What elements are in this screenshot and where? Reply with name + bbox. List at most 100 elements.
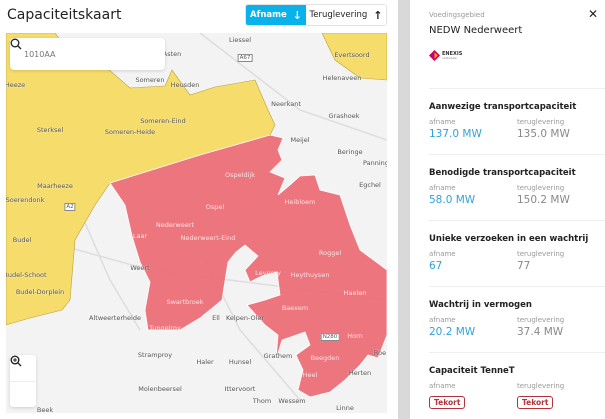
map-place-label: Ospel — [205, 203, 225, 211]
map-place-label: Beegden — [310, 354, 340, 362]
section-title: Benodigde transportcapaciteit — [429, 168, 576, 178]
map-place-label: Molenbeersel — [138, 385, 182, 393]
zoom-out-button[interactable] — [10, 355, 36, 407]
teruglevering-value: 37.4 MW — [517, 326, 564, 338]
map-place-label: Kelpen-Oler — [225, 314, 265, 322]
map-canvas — [6, 33, 387, 401]
metric-section: Aanwezige transportcapaciteit afname 137… — [429, 88, 605, 140]
map-place-label: Nederweert-Eind — [180, 234, 236, 242]
panel-divider — [398, 0, 410, 419]
map-place-label: Heeze — [6, 81, 26, 89]
zoom-controls — [10, 355, 36, 407]
afname-label: afname — [429, 184, 456, 192]
map-place-label: Heel — [302, 371, 318, 379]
afname-label: afname — [429, 250, 456, 258]
map-place-label: Helenaveen — [322, 74, 362, 82]
teruglevering-value: 135.0 MW — [517, 128, 570, 140]
map-place-label: Someren-Heide — [104, 128, 156, 136]
map-place-label: Haelen — [343, 289, 367, 297]
enexis-logo: ENEXIS netbeheer — [429, 50, 462, 61]
map-place-label: Ell — [212, 314, 220, 322]
red-area-nederweert[interactable] — [109, 134, 387, 398]
map-place-label: Grashoek — [328, 112, 360, 120]
teruglevering-label: teruglevering — [517, 118, 565, 126]
details-panel: Voedingsgebied NEDW Nederweert ✕ ENEXIS n… — [410, 0, 605, 419]
afname-value: 137.0 MW — [429, 128, 482, 140]
map-place-label: Linne — [336, 404, 354, 412]
map-place-label: A67 — [237, 54, 253, 62]
map-place-label: Horn — [347, 332, 363, 340]
map-place-label: A2 — [64, 203, 76, 211]
metric-section: Wachtrij in vermogen afname 20.2 MW teru… — [429, 286, 605, 338]
map-place-label: Grathem — [263, 352, 293, 360]
map-place-label: Panningen — [362, 159, 387, 167]
map-place-label: Swartbroek — [166, 298, 204, 306]
map-place-label: Wessem — [278, 397, 306, 405]
section-title: Wachtrij in vermogen — [429, 300, 532, 310]
map-place-label: Neerkant — [271, 100, 301, 108]
map-place-label: Weert — [130, 264, 150, 272]
map-place-label: Heibloem — [284, 198, 316, 206]
panel-label: Voedingsgebied — [429, 11, 485, 19]
yellow-area-west[interactable] — [6, 33, 276, 326]
zoom-out-icon — [10, 355, 22, 367]
map-place-label: Heusden — [170, 81, 200, 89]
yellow-area-northeast[interactable] — [321, 33, 387, 81]
map-place-label: Ospeldijk — [225, 171, 255, 179]
section-title: Unieke verzoeken in een wachtrij — [429, 234, 589, 244]
teruglevering-label: Teruglevering — [309, 10, 368, 20]
map-place-label: Beek — [36, 406, 54, 413]
afname-label: afname — [429, 118, 456, 126]
teruglevering-label: teruglevering — [517, 184, 565, 192]
map-place-label: Sterksel — [36, 126, 64, 134]
teruglevering-label: teruglevering — [517, 316, 565, 324]
map-place-label: Liessel — [228, 36, 252, 44]
section-title: Aanwezige transportcapaciteit — [429, 102, 577, 112]
search-value: 1010AA — [24, 49, 56, 59]
close-icon[interactable]: ✕ — [588, 7, 599, 21]
afname-value: 20.2 MW — [429, 326, 476, 338]
map-place-label: Roggel — [318, 249, 342, 257]
map-place-label: Nederweert — [155, 221, 195, 229]
teruglevering-button[interactable]: Teruglevering ↑ — [306, 5, 386, 25]
map-place-label: Herten — [348, 369, 372, 377]
map-place-label: Meijel — [290, 136, 310, 144]
teruglevering-label: teruglevering — [517, 382, 565, 390]
teruglevering-value: 150.2 MW — [517, 194, 570, 206]
metric-section: Unieke verzoeken in een wachtrij afname … — [429, 220, 605, 272]
afname-label: afname — [429, 382, 456, 390]
arrow-down-icon: ↓ — [292, 8, 302, 22]
map-place-label: Ittervoort — [224, 385, 256, 393]
direction-toggle: Afname ↓ Teruglevering ↑ — [245, 4, 387, 26]
page-title: Capaciteitskaart — [7, 7, 122, 23]
teruglevering-value: 77 — [517, 260, 531, 272]
map-place-label: Haler — [196, 358, 214, 366]
map-place-label: Tungelroy — [149, 324, 181, 332]
search-input[interactable]: 1010AA — [10, 38, 165, 70]
map-place-label: Roe — [373, 349, 387, 357]
status-badge: Tekort — [517, 396, 554, 409]
map-place-label: Maarheeze — [37, 182, 73, 190]
status-badge: Tekort — [429, 396, 466, 409]
map-place-label: Leveroy — [255, 269, 281, 277]
afname-button[interactable]: Afname ↓ — [246, 5, 306, 25]
map-place-label: Baexem — [281, 304, 309, 312]
road — [199, 33, 387, 141]
panel-area-name: NEDW Nederweert — [429, 25, 523, 36]
afname-label: Afname — [250, 10, 287, 20]
afname-label: afname — [429, 316, 456, 324]
section-title: Capaciteit TenneT — [429, 366, 515, 376]
metric-section: Capaciteit TenneT afname Tekort teruglev… — [429, 352, 605, 409]
map-place-label: Evertsoord — [334, 51, 370, 59]
map[interactable]: Liessel Asten A67 Evertsoord Helenaveen Somer… — [6, 33, 387, 413]
map-place-label: Thom — [252, 397, 272, 405]
map-place-label: Egchel — [359, 181, 381, 189]
map-place-label: Budel-Dorplein — [15, 288, 65, 296]
map-place-label: Altweerterheide — [89, 314, 141, 322]
map-place-label: Asten — [162, 50, 182, 58]
map-place-label: Someren-Eind — [140, 117, 186, 125]
map-place-label: Beringe — [337, 148, 363, 156]
map-place-label: Budel-Schoot — [6, 271, 47, 279]
arrow-up-icon: ↑ — [373, 8, 383, 22]
map-place-label: Heythuysen — [290, 271, 330, 279]
